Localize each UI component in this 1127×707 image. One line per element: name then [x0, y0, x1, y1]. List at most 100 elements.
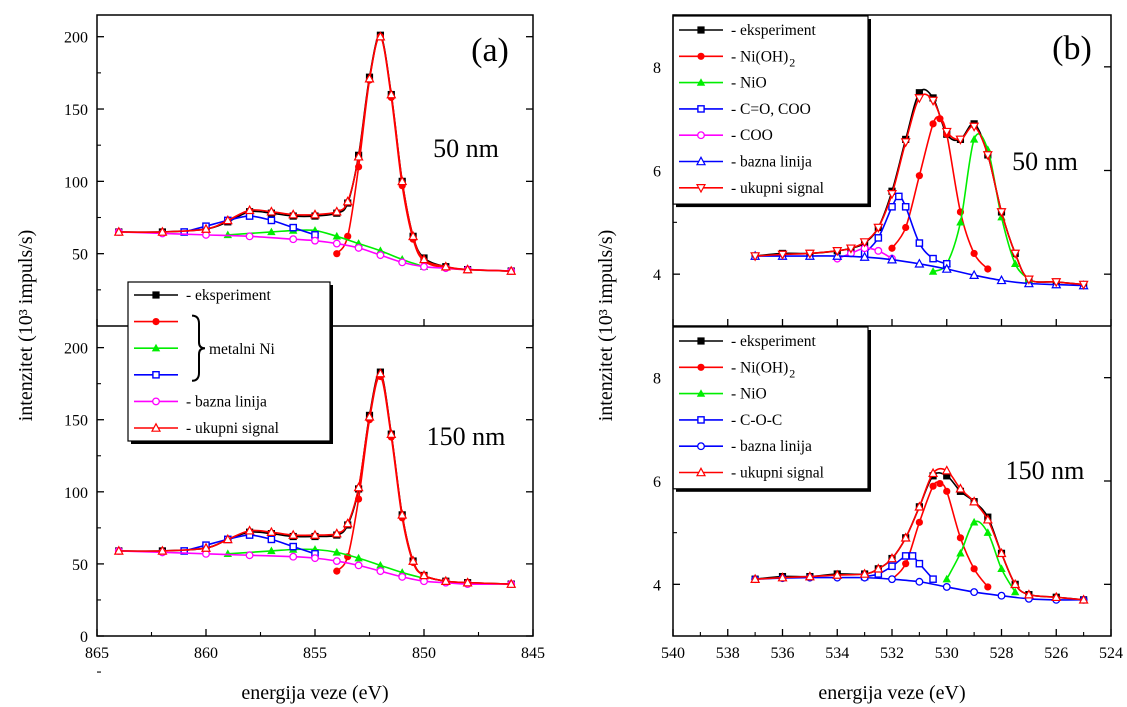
data-point	[1010, 249, 1021, 259]
data-point	[440, 575, 451, 586]
x-axis-label: energija veze (eV)	[818, 682, 965, 704]
legend-label: - ukupni signal	[186, 420, 279, 437]
legend-label: - eksperiment	[186, 287, 271, 304]
legend-entry: - NiO	[679, 386, 767, 403]
data-point	[888, 562, 896, 571]
legend-marker	[695, 467, 707, 477]
legend-marker	[697, 363, 705, 371]
data-point	[943, 487, 951, 495]
data-point	[222, 214, 233, 225]
legend-label: - Ni(OH)	[731, 48, 788, 65]
y-axis-label: intenzitet (10³ impuls/s)	[595, 230, 617, 422]
data-point	[289, 552, 298, 561]
data-point	[1010, 259, 1020, 267]
thickness-label: 50 nm	[433, 134, 499, 163]
y-tick-label: 50	[72, 557, 88, 574]
data-point	[969, 122, 980, 132]
x-tick-label: 530	[935, 645, 959, 662]
legend-label: - NiO	[731, 75, 767, 92]
series-line	[227, 229, 425, 268]
data-point	[1023, 275, 1034, 285]
legend-entry: - ukupni signal	[134, 420, 279, 437]
data-point	[200, 223, 212, 233]
data-point	[1023, 589, 1034, 599]
data-point	[331, 528, 342, 538]
legend-b: - eksperiment - Ni(OH) 2 - NiO - C-O-C - bazn…	[672, 326, 871, 492]
data-point	[914, 94, 925, 104]
legend-label: - NiO	[731, 386, 767, 403]
data-point	[331, 206, 342, 216]
data-point	[342, 518, 353, 528]
data-point	[750, 252, 761, 262]
data-point	[1010, 578, 1021, 589]
data-point	[970, 588, 979, 597]
data-point	[289, 542, 298, 551]
data-point	[902, 223, 910, 232]
data-point	[244, 204, 255, 215]
data-point	[956, 534, 965, 542]
thickness-label: 150 nm	[1006, 456, 1085, 485]
x-tick-label: 538	[716, 645, 740, 662]
x-tick-label: 540	[661, 645, 685, 662]
data-point	[845, 244, 856, 254]
data-point	[332, 231, 341, 240]
data-point	[929, 254, 937, 263]
legend-label: - eksperiment	[731, 22, 816, 39]
legend-marker	[152, 397, 160, 406]
data-point	[342, 196, 353, 206]
data-point	[398, 258, 407, 267]
data-point	[418, 253, 430, 264]
data-point	[353, 482, 364, 492]
data-point	[908, 552, 917, 560]
data-point	[969, 496, 980, 506]
data-point	[997, 591, 1006, 600]
thickness-label: 50 nm	[1012, 147, 1078, 176]
data-point	[873, 223, 884, 233]
data-point	[289, 223, 298, 232]
y-tick-label: 150	[64, 102, 88, 119]
legend-marker	[696, 389, 706, 397]
data-point	[157, 545, 168, 555]
data-point	[333, 250, 341, 258]
legend-label: - COO	[731, 127, 773, 144]
data-point	[364, 411, 375, 421]
data-point	[376, 251, 385, 260]
data-point	[222, 533, 233, 544]
legend-marker	[150, 422, 162, 432]
data-point	[970, 565, 978, 573]
legend-label: - Ni(OH)	[731, 359, 788, 376]
data-point	[157, 226, 168, 236]
data-point	[777, 572, 788, 582]
legend-label: - eksperiment	[731, 333, 816, 350]
y-tick-label: 8	[653, 371, 661, 388]
data-point	[309, 209, 321, 219]
data-point	[915, 559, 924, 568]
legend-marker	[152, 371, 160, 379]
data-point	[886, 553, 898, 563]
data-point	[941, 465, 952, 475]
data-point	[376, 567, 385, 576]
data-point	[408, 230, 419, 241]
data-point	[506, 578, 517, 588]
data-point	[900, 532, 911, 542]
legend-marker	[697, 52, 705, 60]
x-tick-label: 532	[880, 645, 904, 662]
data-point	[984, 583, 992, 591]
data-point	[1051, 278, 1062, 288]
data-point	[900, 138, 911, 148]
legend-label: - C=O, COO	[731, 101, 811, 118]
data-point	[804, 571, 815, 581]
data-point	[309, 529, 321, 539]
data-point	[859, 238, 870, 248]
data-point	[969, 517, 979, 526]
data-point	[113, 226, 124, 236]
data-point	[354, 243, 363, 252]
data-point	[997, 564, 1006, 573]
data-point	[969, 135, 979, 143]
y-tick-label: 200	[64, 341, 88, 358]
x-tick-label: 534	[825, 645, 849, 662]
y-tick-label: 8	[653, 60, 661, 77]
data-point	[1010, 587, 1020, 596]
data-point	[902, 560, 910, 568]
